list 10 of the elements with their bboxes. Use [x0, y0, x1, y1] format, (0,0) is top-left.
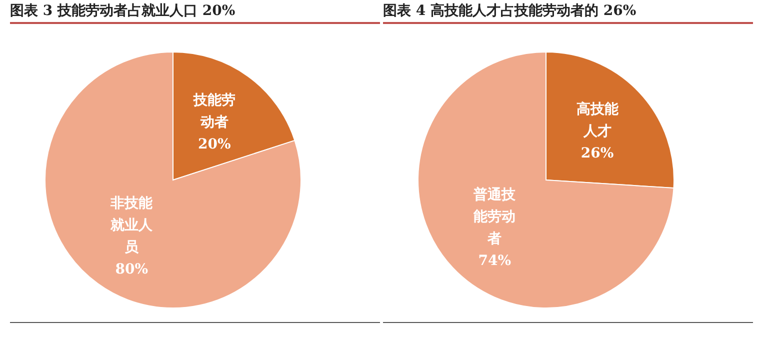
data-label: 26% [580, 145, 614, 162]
data-label: 74% [478, 252, 512, 269]
chart-title: 图表 3 技能劳动者占就业人口 20% [10, 2, 380, 24]
slice-label: 技能劳动者 [192, 92, 236, 131]
data-label: 20% [198, 136, 231, 153]
data-label: 80% [115, 262, 148, 278]
slice-label: 高技能人才 [576, 100, 620, 140]
chart-title: 图表 4 高技能人才占技能劳动者的 26% [383, 2, 753, 24]
slice-label: 非技能就业人员 [110, 196, 154, 256]
slice-label: 普通技能劳动者 [472, 186, 517, 247]
